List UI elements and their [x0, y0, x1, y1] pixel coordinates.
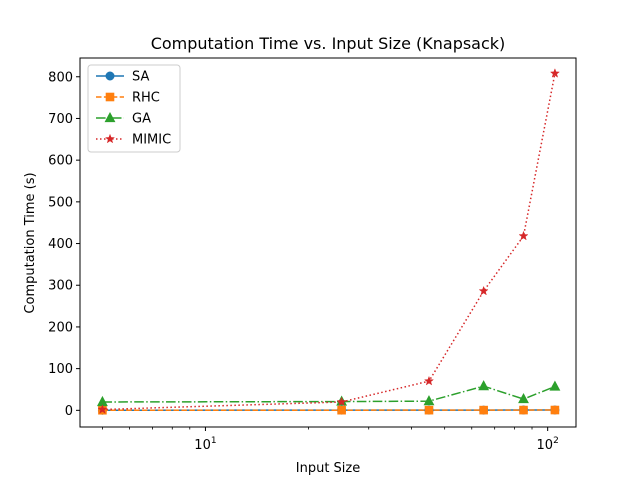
series-ga: [96, 380, 561, 407]
legend-marker: [104, 111, 116, 123]
data-point-mimic: [97, 404, 108, 414]
legend-box: [87, 64, 181, 153]
series-mimic: [97, 68, 560, 414]
y-axis-label: Computation Time (s): [23, 172, 38, 313]
data-point-rhc: [424, 405, 434, 415]
legend-label: MIMIC: [132, 133, 171, 148]
x-axis-label: Input Size: [296, 461, 360, 476]
data-point-rhc: [337, 405, 346, 415]
y-tick-label: 100: [48, 362, 73, 377]
legend-item-rhc: RHC: [96, 91, 160, 106]
data-point-rhc: [550, 405, 560, 415]
data-point-ga: [423, 395, 435, 406]
data-point-rhc: [479, 405, 488, 415]
data-point-mimic: [336, 396, 347, 407]
data-point-mimic: [478, 285, 489, 296]
y-tick-label: 500: [48, 195, 73, 210]
chart-title: Computation Time vs. Input Size (Knapsac…: [151, 34, 506, 53]
legend-marker: [105, 92, 115, 102]
data-point-rhc: [519, 405, 528, 415]
axes-frame: [79, 57, 577, 428]
data-point-mimic: [518, 230, 529, 241]
y-tick-label: 300: [48, 279, 73, 294]
y-tick-label: 600: [48, 154, 73, 169]
legend-item-mimic: MIMIC: [96, 133, 171, 148]
series-line-ga: [102, 385, 556, 403]
y-tick-label: 0: [65, 404, 73, 419]
data-point-ga: [549, 380, 561, 391]
y-tick-label: 400: [48, 237, 73, 252]
legend-item-ga: GA: [96, 112, 151, 127]
data-point-mimic: [549, 68, 560, 78]
x-tick-label: 102: [537, 436, 559, 453]
y-tick-label: 700: [48, 112, 73, 127]
legend-label: RHC: [132, 91, 160, 106]
legend-label: GA: [132, 112, 151, 127]
legend: SA RHC GA MIMIC: [87, 64, 181, 153]
x-tick-label: 101: [194, 436, 216, 453]
legend-marker: [105, 71, 115, 81]
y-tick-label: 200: [48, 320, 73, 335]
legend-item-sa: SA: [96, 70, 149, 85]
data-point-mimic: [423, 375, 435, 386]
y-tick-label: 800: [48, 70, 73, 85]
legend-marker: [104, 133, 116, 144]
data-point-ga: [478, 380, 490, 391]
data-point-ga: [518, 393, 529, 404]
legend-label: SA: [132, 70, 149, 85]
